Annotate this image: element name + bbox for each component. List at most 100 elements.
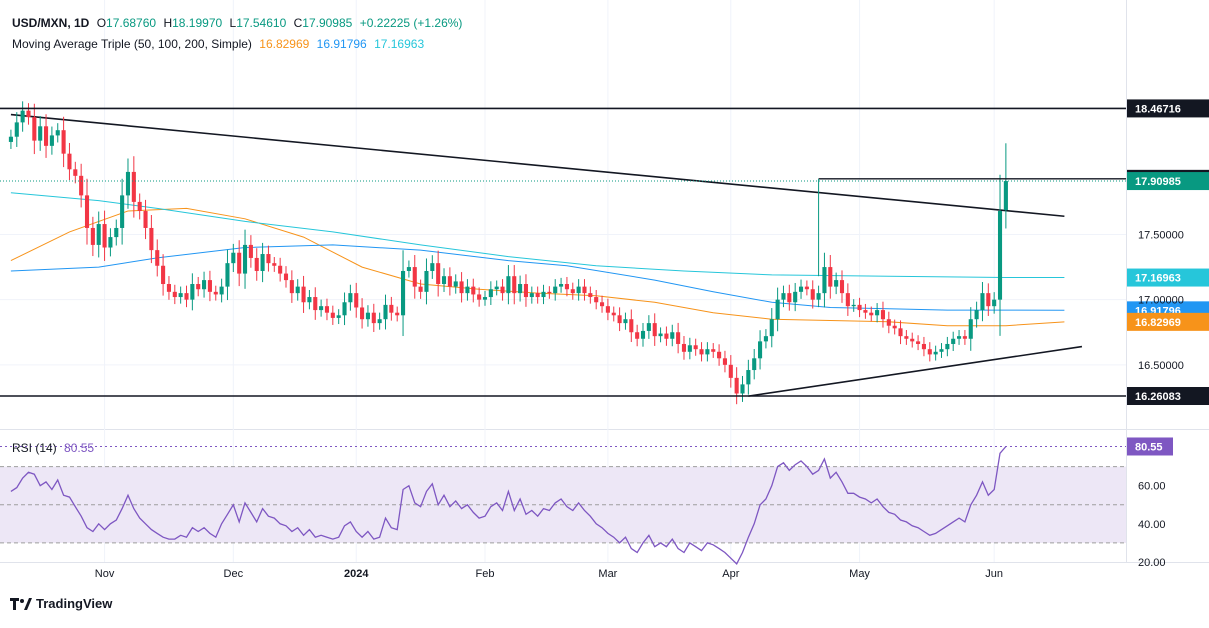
candle-body[interactable] bbox=[810, 289, 815, 300]
candle-body[interactable] bbox=[857, 304, 862, 311]
candle-body[interactable] bbox=[670, 332, 675, 339]
candle-body[interactable] bbox=[289, 280, 294, 294]
price-level-badge[interactable] bbox=[1127, 172, 1209, 191]
candle-body[interactable] bbox=[564, 284, 569, 290]
candle-body[interactable] bbox=[997, 211, 1003, 300]
candle-body[interactable] bbox=[869, 312, 874, 316]
candle-body[interactable] bbox=[213, 291, 218, 295]
candle-body[interactable] bbox=[921, 343, 926, 350]
candle-body[interactable] bbox=[939, 349, 944, 352]
ma-indicator-label[interactable]: Moving Average Triple (50, 100, 200, Sim… bbox=[12, 37, 252, 51]
candle-body[interactable] bbox=[518, 284, 523, 294]
candle-body[interactable] bbox=[658, 333, 663, 337]
candle-body[interactable] bbox=[102, 224, 107, 248]
candle-body[interactable] bbox=[898, 328, 903, 337]
time-axis[interactable]: Nov Dec 2024 Feb Mar Apr May Jun bbox=[95, 568, 1003, 580]
candle-body[interactable] bbox=[477, 294, 482, 300]
candle-body[interactable] bbox=[781, 293, 786, 300]
candle-body[interactable] bbox=[73, 169, 78, 176]
candle-body[interactable] bbox=[389, 304, 394, 313]
candle-body[interactable] bbox=[875, 310, 880, 316]
candle-body[interactable] bbox=[371, 312, 376, 324]
candle-body[interactable] bbox=[401, 270, 406, 316]
rsi-line[interactable] bbox=[10, 446, 1007, 565]
candle-body[interactable] bbox=[962, 336, 967, 339]
candle-body[interactable] bbox=[418, 286, 423, 292]
candle-body[interactable] bbox=[588, 293, 593, 298]
candle-body[interactable] bbox=[430, 263, 435, 271]
tradingview-brand[interactable]: TradingView bbox=[10, 596, 112, 611]
candle-body[interactable] bbox=[67, 153, 72, 170]
candle-body[interactable] bbox=[412, 267, 417, 287]
candle-body[interactable] bbox=[406, 267, 411, 271]
candle-body[interactable] bbox=[594, 297, 599, 303]
candle-body[interactable] bbox=[933, 351, 938, 355]
candle-body[interactable] bbox=[535, 293, 540, 298]
candle-body[interactable] bbox=[155, 250, 160, 266]
candle-body[interactable] bbox=[79, 175, 84, 196]
candle-body[interactable] bbox=[447, 276, 452, 287]
candle-body[interactable] bbox=[576, 286, 581, 294]
candle-body[interactable] bbox=[582, 286, 587, 294]
candle-body[interactable] bbox=[605, 306, 610, 313]
candle-body[interactable] bbox=[360, 307, 365, 320]
candle-body[interactable] bbox=[722, 358, 727, 365]
candle-body[interactable] bbox=[125, 171, 131, 196]
candle-body[interactable] bbox=[301, 286, 306, 303]
candle-body[interactable] bbox=[839, 280, 845, 294]
candle-body[interactable] bbox=[108, 237, 113, 248]
candle-body[interactable] bbox=[120, 195, 125, 228]
rsi-value-badge[interactable] bbox=[1127, 437, 1173, 456]
candle-body[interactable] bbox=[90, 227, 95, 245]
candle-body[interactable] bbox=[459, 281, 464, 294]
candle-body[interactable] bbox=[980, 293, 985, 311]
time-tick-label[interactable]: Feb bbox=[476, 568, 495, 580]
candle-body[interactable] bbox=[383, 304, 388, 320]
candle-body[interactable] bbox=[992, 299, 997, 307]
candle-body[interactable] bbox=[500, 286, 505, 294]
candle-body[interactable] bbox=[664, 333, 669, 339]
price-level-badge[interactable] bbox=[1127, 387, 1209, 406]
candle-body[interactable] bbox=[166, 284, 171, 292]
candle-body[interactable] bbox=[131, 171, 136, 202]
candle-body[interactable] bbox=[365, 312, 370, 320]
candle-body[interactable] bbox=[49, 135, 54, 146]
price-level-badge[interactable] bbox=[1127, 312, 1209, 331]
candle-body[interactable] bbox=[816, 293, 821, 300]
candle-body[interactable] bbox=[541, 291, 546, 298]
candle-body[interactable] bbox=[219, 286, 224, 295]
candle-body[interactable] bbox=[319, 306, 324, 311]
candle-body[interactable] bbox=[465, 286, 470, 294]
candle-body[interactable] bbox=[927, 349, 932, 355]
time-tick-label[interactable]: Mar bbox=[598, 568, 617, 580]
candle-body[interactable] bbox=[512, 276, 517, 294]
candle-body[interactable] bbox=[395, 312, 400, 316]
candle-body[interactable] bbox=[354, 293, 359, 308]
candle-body[interactable] bbox=[20, 110, 25, 123]
candle-body[interactable] bbox=[681, 343, 687, 352]
candle-body[interactable] bbox=[342, 302, 347, 316]
candle-body[interactable] bbox=[8, 136, 13, 142]
candle-body[interactable] bbox=[892, 325, 897, 329]
candle-body[interactable] bbox=[377, 319, 382, 324]
candle-body[interactable] bbox=[61, 130, 66, 154]
candle-body[interactable] bbox=[623, 319, 628, 324]
candle-body[interactable] bbox=[330, 312, 335, 318]
candle-body[interactable] bbox=[717, 351, 722, 359]
candle-body[interactable] bbox=[705, 349, 710, 355]
candle-body[interactable] bbox=[793, 291, 798, 303]
time-tick-label[interactable]: Jun bbox=[985, 568, 1003, 580]
candle-body[interactable] bbox=[652, 323, 657, 337]
candle-body[interactable] bbox=[26, 110, 31, 118]
candle-body[interactable] bbox=[529, 293, 534, 298]
candle-body[interactable] bbox=[951, 338, 956, 344]
descending-trendline[interactable] bbox=[10, 113, 1065, 218]
candle-body[interactable] bbox=[424, 270, 429, 292]
ascending-trendline[interactable] bbox=[748, 345, 1083, 397]
candle-body[interactable] bbox=[84, 195, 90, 228]
candle-body[interactable] bbox=[149, 227, 154, 251]
candle-body[interactable] bbox=[506, 276, 511, 294]
candle-body[interactable] bbox=[137, 201, 142, 212]
candle-body[interactable] bbox=[945, 343, 950, 350]
candle-body[interactable] bbox=[441, 276, 447, 285]
